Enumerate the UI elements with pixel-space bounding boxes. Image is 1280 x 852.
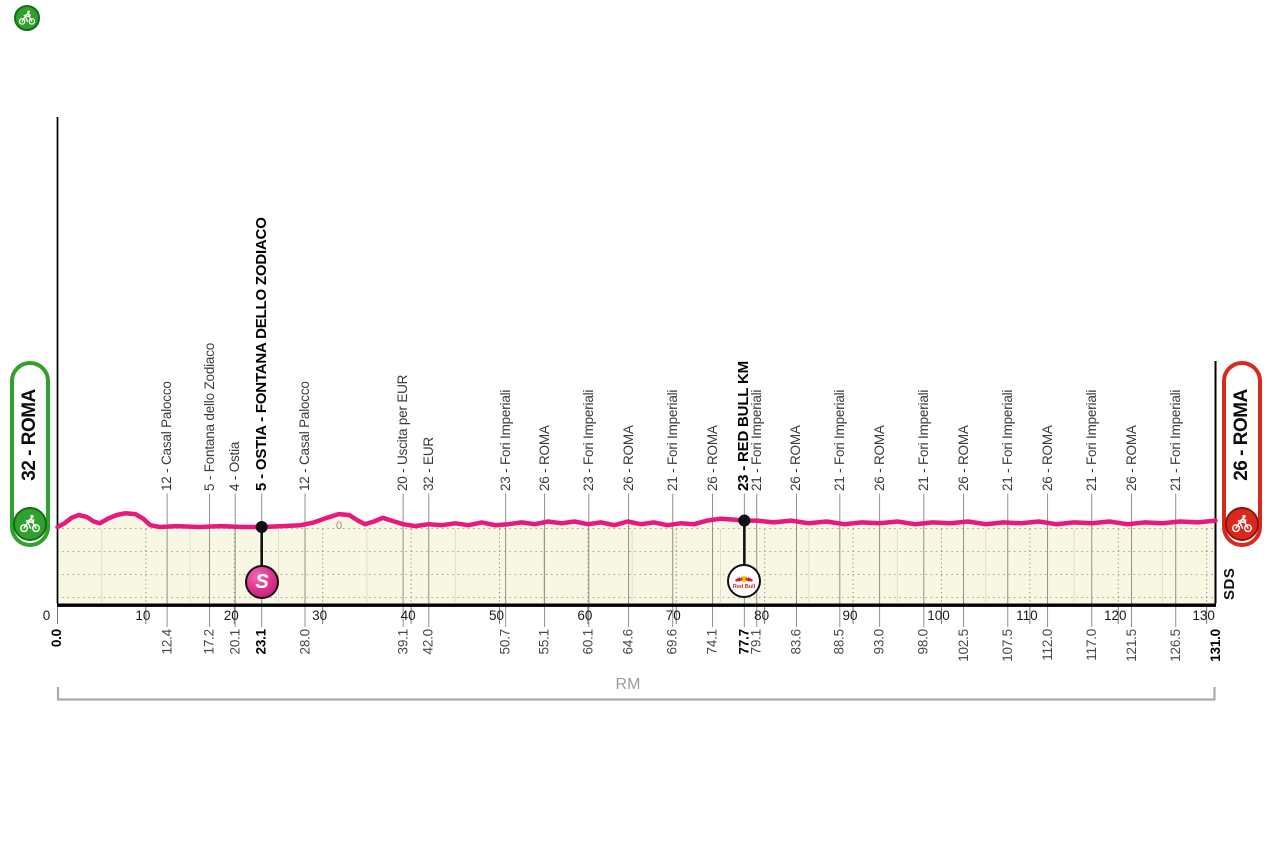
marker-dot: [738, 514, 751, 527]
axis-tick-label: 70: [665, 608, 681, 623]
km-label: 93.0: [871, 629, 887, 655]
elevation-zero-label: 0: [335, 520, 343, 532]
km-label: 20.1: [227, 629, 243, 655]
cyclist-icon: [1225, 507, 1259, 541]
waypoint-label: 21 - Fori Imperiali: [1083, 389, 1099, 491]
waypoint-label: 26 - ROMA: [1039, 425, 1055, 491]
waypoint-label: 4 - Ostia: [227, 441, 243, 491]
km-label: 131.0: [1207, 629, 1223, 662]
axis-tick-label: 120: [1103, 608, 1127, 623]
x-axis: [57, 603, 1216, 607]
axis-tick-label: 0: [42, 608, 51, 623]
waypoint-label: 21 - Fori Imperiali: [1167, 389, 1183, 491]
km-label: 0.0: [49, 629, 65, 648]
axis-tick-label: 60: [577, 608, 593, 623]
waypoint-label: 12 - Casal Palocco: [159, 381, 175, 491]
km-label: 64.6: [620, 629, 636, 655]
red-bull-km-marker: Red Bull: [727, 564, 761, 598]
km-label: 55.1: [536, 629, 552, 655]
axis-tick-label: 90: [842, 608, 858, 623]
km-label: 17.2: [201, 629, 217, 655]
km-label: 107.5: [999, 629, 1015, 662]
waypoint-label: 26 - ROMA: [1123, 425, 1139, 491]
finish-badge-label: 26 - ROMA: [1231, 389, 1252, 481]
red-bull-label: Red Bull: [732, 584, 756, 590]
axis-tick-label: 40: [400, 608, 416, 623]
finish-badge: 26 - ROMA: [1222, 361, 1262, 547]
km-label: 39.1: [395, 629, 411, 655]
km-label: 60.1: [580, 629, 596, 655]
waypoint-label: 23 - Fori Imperiali: [497, 389, 513, 491]
axis-tick-label: 30: [312, 608, 328, 623]
km-label: 74.1: [704, 629, 720, 655]
start-badge-label: 32 - ROMA: [19, 389, 40, 481]
axis-tick-label: 100: [927, 608, 950, 623]
cyclist-glyph: [1232, 514, 1252, 533]
cyclist-glyph: [20, 514, 40, 533]
km-label: 117.0: [1083, 629, 1099, 661]
axis-tick-label: 50: [488, 608, 504, 623]
red-bull-icon: [734, 575, 754, 583]
axis-tick-label: 130: [1192, 608, 1215, 623]
waypoint-label: 5 - Fontana dello Zodiaco: [201, 342, 217, 491]
km-label: 50.7: [497, 629, 513, 655]
waypoint-label: 12 - Casal Palocco: [297, 381, 312, 491]
axis-tick-label: 20: [223, 608, 239, 623]
cyclist-glyph: [18, 10, 36, 25]
axis-tick-label: 110: [1016, 608, 1038, 623]
axis-tick-label: 10: [135, 608, 151, 623]
km-label: 112.0: [1039, 629, 1055, 661]
profile-line: [55, 510, 1218, 530]
km-label: 69.6: [664, 629, 680, 655]
waypoint-label: 21 - Fori Imperiali: [915, 389, 931, 491]
marker-dot: [255, 521, 268, 533]
waypoint-label: 26 - ROMA: [871, 425, 887, 491]
waypoint-label: 26 - ROMA: [788, 425, 804, 491]
km-label: 42.0: [420, 629, 436, 655]
waypoint-label: 21 - Fori Imperiali: [748, 389, 764, 491]
cyclist-icon: [14, 5, 40, 31]
waypoint-label: 20 - Uscita per EUR: [395, 374, 411, 491]
waypoint-label: 26 - ROMA: [536, 425, 552, 491]
km-label: 121.5: [1123, 629, 1139, 662]
km-label: 102.5: [955, 629, 971, 662]
waypoint-label: 21 - Fori Imperiali: [999, 389, 1015, 491]
region-label: RM: [615, 676, 641, 693]
km-label: 98.0: [915, 629, 931, 655]
cyclist-icon: [13, 507, 47, 541]
km-label: 23.1: [253, 629, 269, 655]
profile-area: [57, 513, 1216, 604]
axis-tick-label: 80: [754, 608, 770, 623]
start-badge: 32 - ROMA: [10, 361, 50, 547]
sprint-icon: S: [255, 571, 269, 593]
waypoint-label: 23 - Fori Imperiali: [580, 389, 596, 491]
km-label: 28.0: [297, 629, 313, 655]
waypoint-label: 26 - ROMA: [620, 425, 636, 491]
waypoint-label: 32 - EUR: [420, 437, 436, 491]
waypoint-label: 5 - OSTIA - FONTANA DELLO ZODIACO: [252, 217, 270, 491]
waypoint-label: 26 - ROMA: [955, 425, 971, 491]
waypoint-label: 21 - Fori Imperiali: [664, 389, 680, 491]
km-label: 126.5: [1167, 629, 1183, 662]
km-label: 88.5: [831, 629, 847, 655]
waypoint-label: 26 - ROMA: [704, 425, 720, 491]
sds-watermark: SDS: [1221, 567, 1238, 600]
intermediate-sprint-marker: S: [245, 565, 279, 599]
km-label: 83.6: [788, 629, 804, 655]
waypoint-label: 21 - Fori Imperiali: [831, 389, 847, 491]
km-label: 12.4: [159, 629, 175, 655]
km-label: 79.1: [748, 629, 764, 655]
